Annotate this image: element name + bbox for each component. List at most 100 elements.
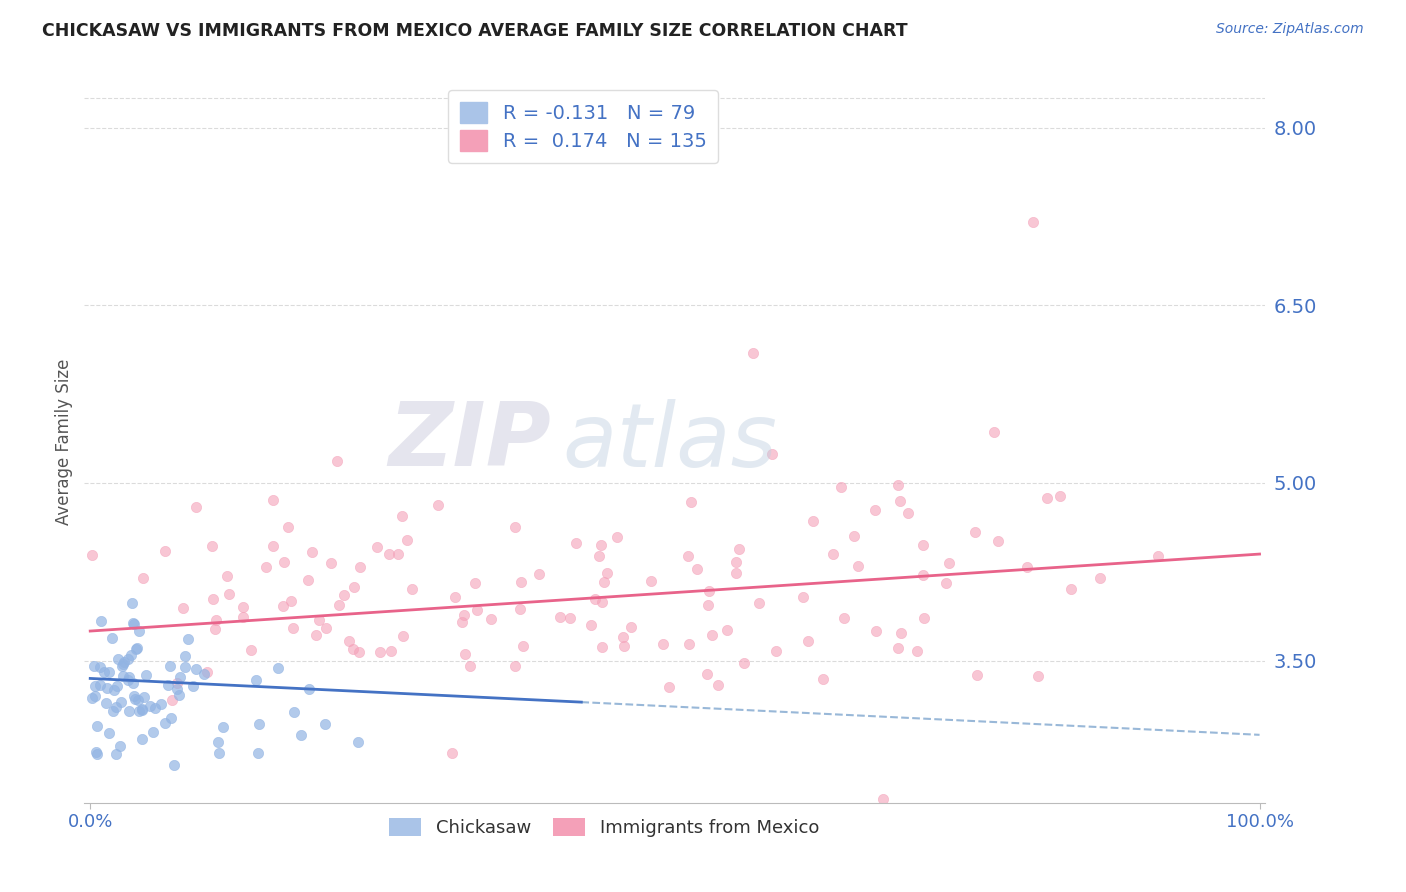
- Point: [347, 735, 370, 749]
- Point: [595, 566, 617, 581]
- Point: [509, 602, 531, 616]
- Point: [727, 542, 749, 557]
- Point: [112, 655, 135, 669]
- Point: [201, 539, 224, 553]
- Point: [529, 567, 551, 582]
- Point: [889, 494, 911, 508]
- Point: [803, 514, 825, 528]
- Point: [444, 590, 467, 604]
- Point: [118, 704, 141, 718]
- Point: [283, 705, 305, 719]
- Point: [197, 665, 219, 679]
- Point: [186, 662, 208, 676]
- Point: [142, 725, 165, 739]
- Point: [465, 602, 488, 616]
- Point: [983, 425, 1005, 439]
- Point: [155, 715, 177, 730]
- Point: [111, 657, 134, 671]
- Point: [938, 556, 960, 570]
- Point: [96, 681, 118, 696]
- Point: [464, 576, 486, 591]
- Point: [1015, 560, 1038, 574]
- Point: [84, 679, 107, 693]
- Point: [162, 693, 184, 707]
- Point: [620, 620, 643, 634]
- Point: [510, 574, 533, 589]
- Point: [707, 677, 730, 691]
- Point: [181, 680, 204, 694]
- Y-axis label: Average Family Size: Average Family Size: [55, 359, 73, 524]
- Point: [1049, 489, 1071, 503]
- Point: [103, 682, 125, 697]
- Point: [395, 533, 418, 548]
- Point: [97, 665, 120, 680]
- Point: [232, 610, 254, 624]
- Point: [1088, 571, 1111, 585]
- Point: [832, 611, 855, 625]
- Point: [122, 676, 145, 690]
- Point: [454, 647, 477, 661]
- Point: [231, 600, 253, 615]
- Point: [277, 520, 299, 534]
- Point: [558, 610, 581, 624]
- Point: [159, 711, 181, 725]
- Point: [716, 623, 738, 637]
- Point: [392, 629, 415, 643]
- Point: [86, 747, 108, 761]
- Point: [585, 591, 607, 606]
- Point: [453, 608, 475, 623]
- Point: [765, 644, 787, 658]
- Point: [204, 622, 226, 636]
- Point: [911, 567, 934, 582]
- Point: [153, 543, 176, 558]
- Point: [725, 555, 748, 569]
- Point: [273, 555, 295, 569]
- Point: [143, 701, 166, 715]
- Point: [131, 571, 153, 585]
- Point: [254, 560, 277, 574]
- Point: [872, 792, 894, 806]
- Point: [588, 549, 610, 563]
- Point: [156, 678, 179, 692]
- Point: [297, 573, 319, 587]
- Point: [96, 696, 118, 710]
- Point: [215, 568, 238, 582]
- Legend: Chickasaw, Immigrants from Mexico: Chickasaw, Immigrants from Mexico: [381, 811, 827, 845]
- Point: [966, 668, 988, 682]
- Point: [84, 745, 107, 759]
- Text: CHICKASAW VS IMMIGRANTS FROM MEXICO AVERAGE FAMILY SIZE CORRELATION CHART: CHICKASAW VS IMMIGRANTS FROM MEXICO AVER…: [42, 22, 908, 40]
- Point: [105, 699, 128, 714]
- Point: [124, 616, 146, 631]
- Point: [479, 612, 502, 626]
- Text: Source: ZipAtlas.com: Source: ZipAtlas.com: [1216, 22, 1364, 37]
- Point: [1028, 669, 1050, 683]
- Point: [911, 538, 934, 552]
- Point: [240, 642, 263, 657]
- Point: [797, 634, 820, 648]
- Point: [305, 628, 328, 642]
- Point: [193, 666, 215, 681]
- Point: [105, 747, 128, 762]
- Point: [700, 627, 723, 641]
- Point: [139, 698, 162, 713]
- Point: [733, 656, 755, 670]
- Point: [159, 659, 181, 673]
- Point: [865, 503, 887, 517]
- Point: [606, 530, 628, 544]
- Point: [111, 669, 134, 683]
- Point: [380, 644, 402, 658]
- Point: [366, 540, 388, 554]
- Point: [83, 659, 105, 673]
- Point: [696, 666, 718, 681]
- Point: [963, 524, 986, 539]
- Point: [93, 665, 115, 680]
- Point: [124, 692, 146, 706]
- Point: [163, 758, 186, 772]
- Point: [111, 659, 134, 673]
- Point: [811, 672, 834, 686]
- Point: [897, 506, 920, 520]
- Point: [378, 547, 401, 561]
- Point: [792, 591, 814, 605]
- Point: [564, 536, 586, 550]
- Point: [262, 539, 284, 553]
